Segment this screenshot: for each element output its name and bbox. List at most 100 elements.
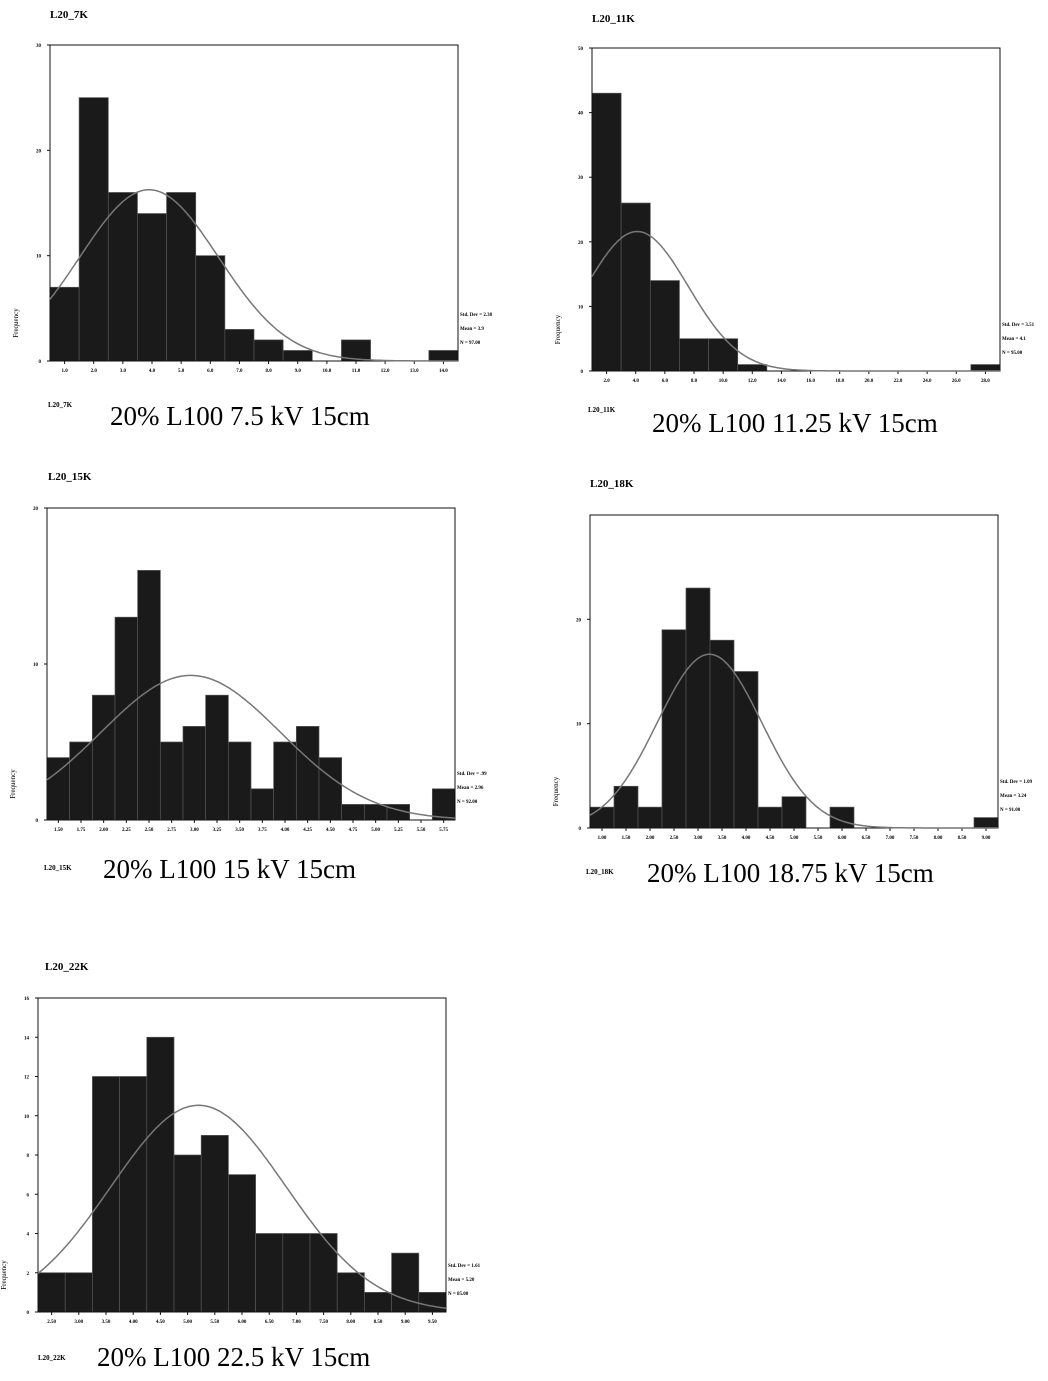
x-tick-label: 5.00 (371, 828, 380, 833)
x-tick-label: 4.00 (742, 836, 751, 841)
bar (206, 695, 229, 820)
x-axis-label: L20_11K (588, 406, 616, 414)
bar (782, 797, 806, 828)
y-axis-label: Frequency (554, 314, 562, 344)
bar (614, 786, 638, 828)
x-tick-label: 8.00 (934, 836, 943, 841)
x-tick-label: 8.0 (691, 379, 698, 384)
x-tick-label: 2.50 (145, 828, 154, 833)
x-axis-label: L20_7K (48, 401, 73, 409)
y-tick-label: 0 (579, 827, 582, 832)
y-tick-label: 10 (24, 1115, 30, 1120)
x-tick-label: 12.0 (748, 379, 757, 384)
bar (662, 630, 686, 828)
x-tick-label: 6.0 (662, 379, 669, 384)
x-tick-label: 4.50 (326, 828, 335, 833)
x-tick-label: 4.50 (766, 836, 775, 841)
bar (419, 1292, 446, 1312)
bar (160, 742, 183, 820)
y-tick-label: 0 (581, 370, 584, 375)
x-tick-label: 6.00 (238, 1320, 247, 1325)
x-tick-label: 3.0 (120, 369, 127, 374)
x-tick-label: 13.0 (410, 369, 419, 374)
bar (115, 617, 138, 820)
x-tick-label: 5.00 (183, 1320, 192, 1325)
stat-label: Mean = 4.1 (1002, 337, 1026, 342)
x-tick-label: 5.50 (210, 1320, 219, 1325)
bar (679, 339, 708, 371)
x-tick-label: 6.50 (265, 1320, 274, 1325)
y-tick-label: 10 (36, 255, 42, 260)
bar (228, 742, 251, 820)
bar (392, 1253, 419, 1312)
stat-label: N = 97.00 (460, 341, 481, 346)
y-axis-label: Frequency (12, 308, 20, 338)
x-tick-label: 2.50 (670, 836, 679, 841)
bar (79, 98, 108, 361)
bar (590, 807, 614, 828)
x-tick-label: 3.50 (102, 1320, 111, 1325)
y-tick-label: 2 (27, 1272, 30, 1277)
x-tick-label: 2.00 (646, 836, 655, 841)
bar (734, 672, 758, 829)
y-tick-label: 20 (576, 618, 582, 623)
bar (364, 1292, 391, 1312)
chart-title: L20_15K (48, 471, 92, 483)
bar (296, 726, 319, 820)
x-tick-label: 2.0 (603, 379, 610, 384)
x-axis-label: L20_18K (586, 868, 614, 876)
stat-label: Std. Dev = 2.38 (460, 313, 493, 318)
bar (137, 214, 166, 361)
bar (174, 1155, 201, 1312)
stat-label: N = 91.00 (1000, 808, 1021, 813)
x-tick-label: 7.00 (292, 1320, 301, 1325)
x-tick-label: 8.00 (346, 1320, 355, 1325)
x-tick-label: 5.75 (439, 828, 448, 833)
bar (974, 818, 998, 828)
bar (120, 1077, 147, 1313)
bar (50, 287, 79, 361)
y-tick-label: 20 (578, 241, 584, 246)
x-tick-label: 3.75 (258, 828, 267, 833)
x-tick-label: 28.0 (981, 379, 990, 384)
y-tick-label: 30 (36, 44, 42, 49)
y-tick-label: 40 (578, 112, 584, 117)
x-tick-label: 2.75 (167, 828, 176, 833)
x-tick-label: 24.0 (923, 379, 932, 384)
x-tick-label: 6.00 (838, 836, 847, 841)
x-tick-label: 2.00 (99, 828, 108, 833)
x-tick-label: 3.00 (190, 828, 199, 833)
caption: 20% L100 7.5 kV 15cm (110, 401, 370, 431)
x-axis-label: L20_15K (44, 864, 72, 872)
y-tick-label: 20 (33, 507, 39, 512)
x-tick-label: 18.0 (835, 379, 844, 384)
x-tick-label: 22.0 (894, 379, 903, 384)
stat-label: Std. Dev = 3.51 (1002, 323, 1035, 328)
bar (621, 203, 650, 371)
x-tick-label: 14.0 (777, 379, 786, 384)
x-tick-label: 3.25 (213, 828, 222, 833)
caption: 20% L100 11.25 kV 15cm (652, 408, 938, 438)
x-tick-label: 26.0 (952, 379, 961, 384)
stat-label: Mean = 3.9 (460, 327, 484, 332)
bar (256, 1234, 283, 1313)
bar (342, 804, 365, 820)
bar (47, 758, 70, 820)
y-axis-label: Frequency (0, 1260, 8, 1290)
y-tick-label: 20 (36, 149, 42, 154)
y-tick-label: 12 (24, 1076, 30, 1081)
x-tick-label: 1.50 (622, 836, 631, 841)
y-tick-label: 10 (578, 305, 584, 310)
stat-label: Std. Dev = 1.61 (448, 1264, 481, 1269)
bar (92, 695, 115, 820)
chart-title: L20_11K (592, 13, 635, 25)
x-tick-label: 5.0 (178, 369, 185, 374)
x-tick-label: 5.50 (814, 836, 823, 841)
bar (251, 789, 274, 820)
x-tick-label: 11.0 (352, 369, 361, 374)
bar (283, 350, 312, 361)
bar (364, 804, 387, 820)
x-tick-label: 3.00 (74, 1320, 83, 1325)
bar (971, 365, 1000, 371)
bar (254, 340, 283, 361)
